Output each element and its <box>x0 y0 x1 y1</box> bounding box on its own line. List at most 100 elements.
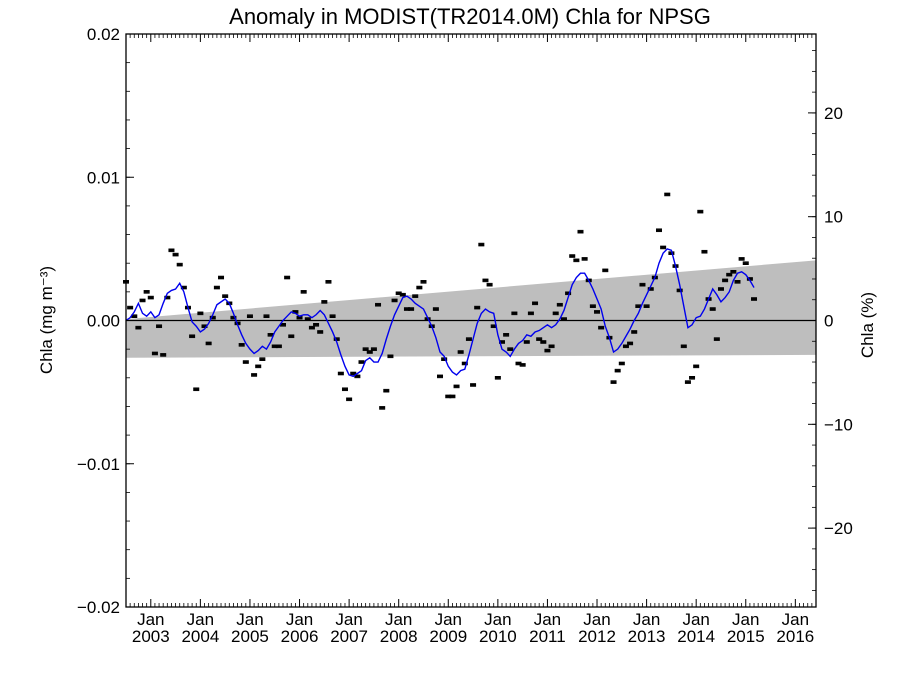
data-point-marker <box>189 335 196 338</box>
data-point-marker <box>164 296 171 299</box>
data-point-marker <box>242 361 249 364</box>
data-point <box>594 310 601 314</box>
x-tick-label-year: 2013 <box>628 627 666 646</box>
data-point-marker <box>238 343 245 346</box>
data-point <box>337 371 344 376</box>
data-point <box>581 257 588 261</box>
data-point <box>589 304 596 308</box>
data-point-marker <box>746 277 753 280</box>
data-point <box>676 288 683 293</box>
data-point <box>577 229 584 234</box>
data-point <box>218 275 225 280</box>
data-point-marker <box>465 338 472 341</box>
data-point-marker <box>445 395 452 398</box>
x-tick-label-year: 2003 <box>132 627 170 646</box>
y-axis-right-label: Chla (%) <box>858 292 877 358</box>
data-point-marker <box>536 338 543 341</box>
data-point-marker <box>709 308 716 311</box>
data-point-marker <box>622 345 629 348</box>
data-point-marker <box>127 306 134 309</box>
data-point-marker <box>618 362 625 365</box>
data-point-marker <box>668 252 675 255</box>
data-point <box>259 357 266 361</box>
data-point <box>569 254 576 258</box>
data-point-marker <box>230 316 237 319</box>
data-point-marker <box>176 263 183 266</box>
data-point <box>375 302 382 307</box>
data-point-marker <box>151 352 158 355</box>
data-point-marker <box>556 303 563 306</box>
data-point-marker <box>660 246 667 249</box>
data-point-marker <box>627 342 634 345</box>
data-point <box>263 314 270 319</box>
data-point <box>503 333 510 337</box>
data-point <box>540 340 547 344</box>
y-tick-label: −0.02 <box>77 598 120 617</box>
data-point-marker <box>222 295 229 298</box>
data-point <box>548 344 555 349</box>
data-point-marker <box>511 312 518 315</box>
data-point-marker <box>131 315 138 318</box>
data-point-marker <box>490 325 497 328</box>
data-point-marker <box>713 338 720 341</box>
data-point <box>329 314 336 319</box>
data-point <box>552 311 559 316</box>
data-point <box>655 228 662 233</box>
data-point <box>614 368 621 373</box>
data-point-marker <box>416 286 423 289</box>
x-tick-label-year: 2010 <box>479 627 517 646</box>
data-point-marker <box>664 193 671 196</box>
data-point-marker <box>581 257 588 260</box>
data-point <box>519 363 526 367</box>
data-point-marker <box>370 348 377 351</box>
data-point-marker <box>337 372 344 375</box>
data-point <box>160 353 167 357</box>
y-tick-label: 0.00 <box>87 312 120 331</box>
y-right-tick-label: 10 <box>824 208 843 227</box>
x-tick-label-year: 2004 <box>181 627 219 646</box>
data-point <box>251 373 258 377</box>
data-point-marker <box>395 292 402 295</box>
data-point <box>709 307 716 311</box>
data-point <box>300 290 307 294</box>
data-point-marker <box>449 395 456 398</box>
data-point <box>139 298 146 303</box>
data-point <box>416 285 423 290</box>
data-point <box>742 261 749 265</box>
data-point <box>453 384 460 389</box>
data-point-marker <box>503 333 510 336</box>
smoothed-series-line <box>125 248 755 378</box>
data-point-marker <box>255 365 262 368</box>
data-point-marker <box>602 269 609 272</box>
data-point <box>172 252 179 257</box>
x-tick-label-year: 2011 <box>529 627 566 646</box>
x-tick-label-month: Jan <box>286 610 313 629</box>
data-point-marker <box>284 276 291 279</box>
data-point <box>168 248 175 253</box>
data-point-marker <box>680 345 687 348</box>
data-point-marker <box>135 326 142 329</box>
x-tick-label-year: 2009 <box>429 627 467 646</box>
data-point <box>643 304 650 308</box>
data-point-marker <box>738 257 745 260</box>
data-point-marker <box>143 290 150 293</box>
y-axis-right: 20 10 0 −10 −20 <box>808 50 853 591</box>
data-point <box>664 192 671 197</box>
x-tick-label-month: Jan <box>335 610 362 629</box>
data-point-marker <box>498 340 505 343</box>
data-point-marker <box>614 369 621 372</box>
data-point <box>308 325 315 330</box>
x-tick-label-year: 2005 <box>231 627 269 646</box>
data-point <box>684 380 691 384</box>
data-point <box>420 280 427 284</box>
data-point <box>391 298 398 303</box>
data-point-marker <box>354 375 361 378</box>
data-point <box>507 347 514 351</box>
y-right-tick-label: 0 <box>824 312 833 331</box>
data-point-marker <box>457 351 464 354</box>
data-point <box>560 317 567 321</box>
data-point-marker <box>259 358 266 361</box>
data-point-marker <box>275 345 282 348</box>
data-point-marker <box>172 253 179 256</box>
data-point-marker <box>383 389 390 392</box>
